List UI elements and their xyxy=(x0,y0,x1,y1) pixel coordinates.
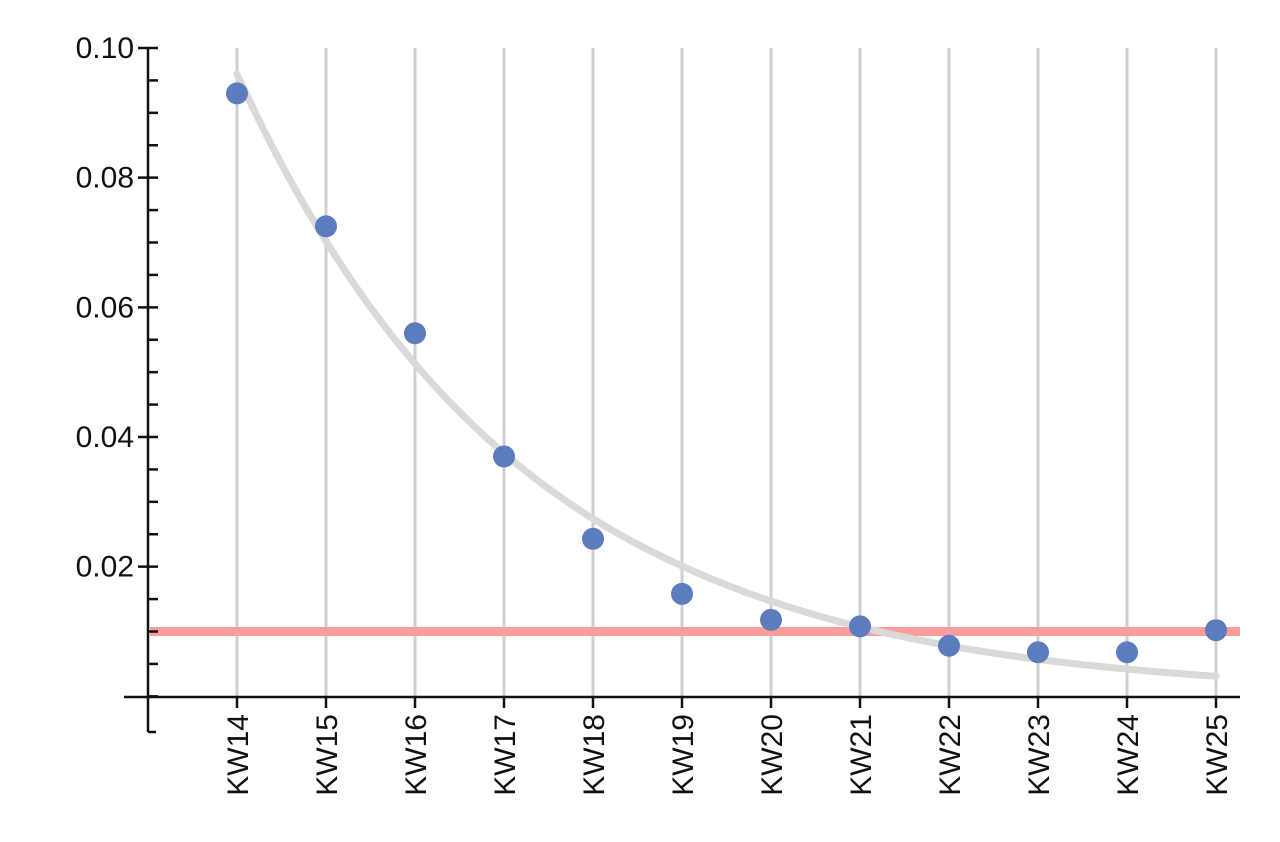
x-tick-label: KW20 xyxy=(756,714,789,796)
x-tick-label: KW18 xyxy=(578,714,611,796)
x-tick-label: KW17 xyxy=(489,714,522,796)
x-axis-ticks: KW14 KW15 KW16 KW17 KW18 KW19 KW20 KW21 KW22 KW23… xyxy=(222,697,1234,796)
y-tick-label: 0.06 xyxy=(76,291,134,324)
y-tick-label: 0.02 xyxy=(76,551,134,584)
data-point xyxy=(315,215,337,238)
y-tick-label: 0.04 xyxy=(76,421,134,454)
y-axis-ticks: 0.10 0.08 0.06 0.04 0.02 xyxy=(76,32,158,734)
data-point xyxy=(404,322,426,345)
data-point xyxy=(760,608,782,631)
x-tick-label: KW21 xyxy=(845,714,878,796)
data-points xyxy=(226,82,1227,664)
x-tick-label: KW22 xyxy=(934,714,967,796)
data-point xyxy=(849,615,871,638)
data-point xyxy=(226,82,248,105)
y-tick-label: 0.10 xyxy=(76,32,134,65)
data-point xyxy=(671,582,693,605)
data-point xyxy=(1116,641,1138,664)
x-tick-label: KW16 xyxy=(400,714,433,796)
data-point xyxy=(493,445,515,468)
trend-line-layer xyxy=(233,70,1220,680)
x-tick-label: KW24 xyxy=(1112,714,1145,796)
x-tick-label: KW15 xyxy=(311,714,344,796)
data-point xyxy=(938,634,960,657)
grid xyxy=(235,48,1218,697)
x-tick-label: KW19 xyxy=(667,714,700,796)
x-tick-label: KW14 xyxy=(222,714,255,796)
data-point xyxy=(582,527,604,550)
data-point xyxy=(1027,641,1049,664)
data-point xyxy=(1205,619,1227,642)
x-tick-label: KW25 xyxy=(1201,714,1234,796)
y-tick-label: 0.08 xyxy=(76,162,134,195)
x-tick-label: KW23 xyxy=(1023,714,1056,796)
trend-line xyxy=(233,70,1220,680)
